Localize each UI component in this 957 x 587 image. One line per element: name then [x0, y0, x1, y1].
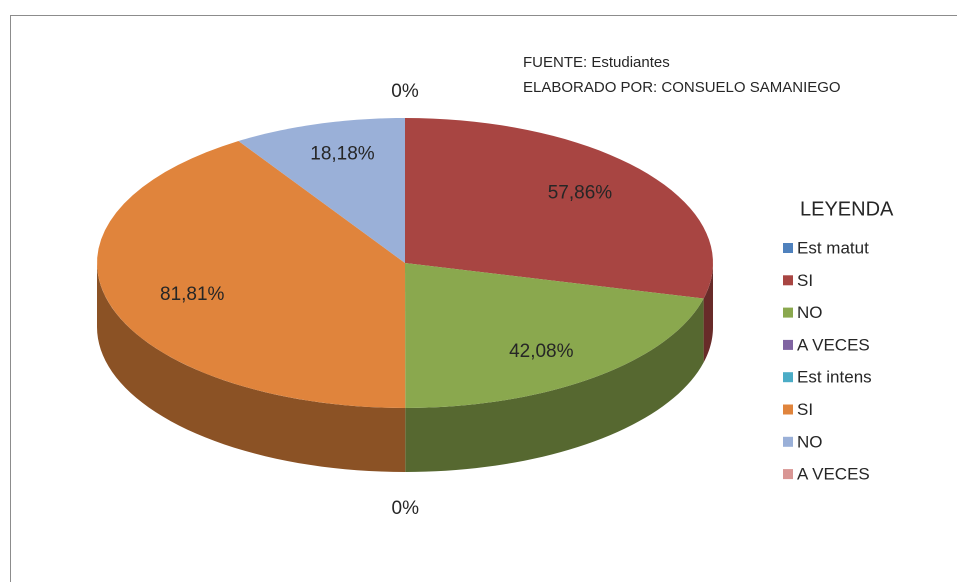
legend-label: NO	[797, 432, 823, 451]
author: ELABORADO POR: CONSUELO SAMANIEGO	[523, 79, 841, 96]
data-label: 18,18%	[310, 143, 375, 164]
legend-swatch	[783, 437, 793, 447]
legend-label: A VECES	[797, 465, 870, 484]
legend-title: LEYENDA	[800, 198, 894, 220]
legend-swatch	[783, 372, 793, 382]
data-label: 57,86%	[548, 183, 613, 204]
legend-label: SI	[797, 400, 813, 419]
data-label: 0%	[392, 498, 420, 519]
data-label: 81,81%	[160, 284, 225, 305]
data-label: 0%	[391, 81, 419, 102]
legend-label: Est matut	[797, 238, 869, 257]
data-label: 42,08%	[509, 341, 574, 362]
legend-swatch	[783, 243, 793, 253]
legend-swatch	[783, 340, 793, 350]
legend-swatch	[783, 405, 793, 415]
legend-label: NO	[797, 303, 823, 322]
legend-swatch	[783, 469, 793, 479]
legend-swatch	[783, 275, 793, 285]
legend-label: SI	[797, 271, 813, 290]
legend-label: A VECES	[797, 335, 870, 354]
legend-swatch	[783, 308, 793, 318]
legend-label: Est intens	[797, 368, 872, 387]
source: FUENTE: Estudiantes	[523, 54, 670, 71]
